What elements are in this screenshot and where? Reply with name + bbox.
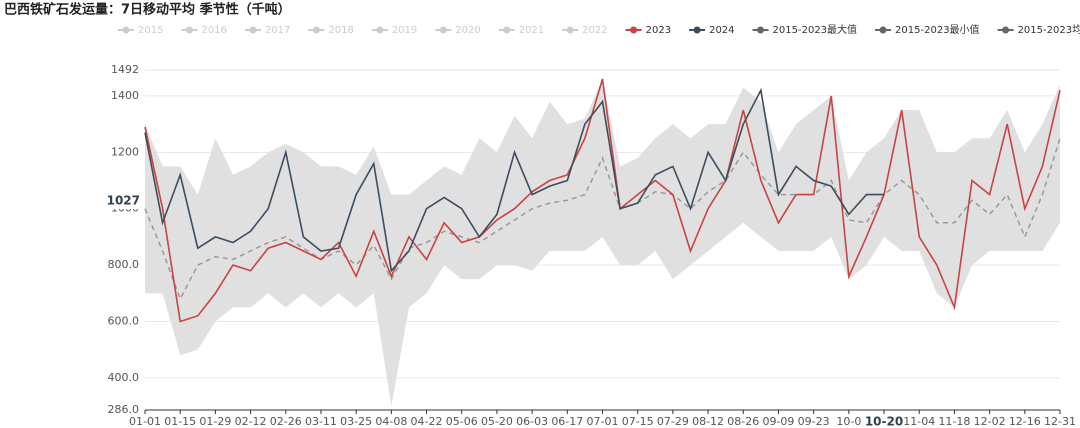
legend-marker <box>312 26 320 34</box>
y-tick-label: 1492 <box>111 63 139 76</box>
x-tick-label: 05-06 <box>446 415 478 428</box>
y-pointer-box <box>108 193 142 210</box>
x-tick-label: 08-12 <box>692 415 724 428</box>
x-tick-label: 02-12 <box>235 415 267 428</box>
y-tick-label: 1200 <box>111 145 139 158</box>
y-tick-label: 1400 <box>111 89 139 102</box>
x-tick-label: 12-02 <box>974 415 1006 428</box>
x-tick-label: 08-26 <box>727 415 759 428</box>
legend-label: 2022 <box>582 25 607 36</box>
legend-label: 2020 <box>455 25 480 36</box>
legend-marker <box>439 26 447 34</box>
legend-label: 2024 <box>709 25 734 36</box>
x-tick-label: 11-04 <box>903 415 935 428</box>
x-tick-label: 03-25 <box>340 415 372 428</box>
x-tick-label: 05-20 <box>481 415 513 428</box>
x-tick-label: 10-0 <box>836 415 861 428</box>
series-line <box>144 78 1061 323</box>
legend-marker <box>376 26 384 34</box>
legend-label: 2015-2023最大值 <box>773 23 858 36</box>
x-tick-label: 09-09 <box>762 415 794 428</box>
y-tick-label: 600.0 <box>108 314 140 327</box>
legend-label: 2015 <box>138 25 163 36</box>
legend-label: 2019 <box>392 25 417 36</box>
x-tick-label: 10-20 <box>865 415 903 428</box>
x-tick-label: 01-01 <box>129 415 161 428</box>
legend-label: 2015-2023最小值 <box>895 23 980 36</box>
legend-marker <box>1002 26 1010 34</box>
legend-marker <box>503 26 511 34</box>
x-tick-label: 02-26 <box>270 415 302 428</box>
legend-label: 2017 <box>265 25 290 36</box>
legend-label: 2021 <box>519 25 544 36</box>
legend-label: 2016 <box>201 25 226 36</box>
legend-marker <box>249 26 257 34</box>
legend-marker <box>630 26 638 34</box>
x-tick-label: 06-17 <box>551 415 583 428</box>
legend-marker <box>693 26 701 34</box>
x-tick-label: 11-18 <box>938 415 970 428</box>
x-tick-label: 01-29 <box>199 415 231 428</box>
x-tick-label: 12-16 <box>1009 415 1041 428</box>
legend-marker <box>185 26 193 34</box>
legend-marker <box>566 26 574 34</box>
legend-label: 2023 <box>646 25 671 36</box>
y-tick-label: 800.0 <box>108 258 140 271</box>
x-tick-label: 07-15 <box>622 415 654 428</box>
range-band <box>145 79 1060 407</box>
legend-marker <box>879 26 887 34</box>
x-tick-label: 04-22 <box>411 415 443 428</box>
y-pointer-label: 1027 <box>107 194 140 208</box>
average-line <box>144 138 1061 301</box>
x-tick-label: 04-08 <box>375 415 407 428</box>
x-tick-label: 03-11 <box>305 415 337 428</box>
x-tick-label: 01-15 <box>164 415 196 428</box>
legend-marker <box>757 26 765 34</box>
series-line <box>144 87 885 273</box>
legend-label: 2018 <box>328 25 353 36</box>
legend-label: 2015-2023均值 <box>1018 23 1080 36</box>
x-tick-label: 07-01 <box>587 415 619 428</box>
legend-marker <box>122 26 130 34</box>
x-tick-label: 06-03 <box>516 415 548 428</box>
y-tick-label: 400.0 <box>108 371 140 384</box>
x-tick-label: 09-23 <box>798 415 830 428</box>
chart-title: 巴西铁矿石发运量：7日移动平均 季节性（千吨） <box>4 2 291 18</box>
x-tick-label: 07-29 <box>657 415 689 428</box>
y-tick-label: 286.0 <box>108 403 140 416</box>
x-tick-label: 12-31 <box>1044 415 1076 428</box>
